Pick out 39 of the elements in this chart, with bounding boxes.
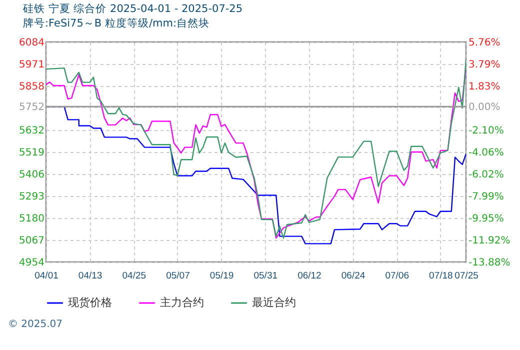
y-tick-label: 5858 [19, 82, 44, 92]
y-tick-label: 4954 [19, 258, 44, 268]
y2-tick-label: -13.88% [468, 258, 510, 268]
legend-label: 现货价格 [68, 296, 112, 309]
x-tick-label: 05/07 [166, 270, 190, 282]
y-tick-label: 5752 [19, 102, 44, 114]
x-tick-label: 05/19 [210, 270, 234, 282]
y2-tick-label: 5.76% [468, 38, 500, 48]
x-tick-label: 05/31 [254, 270, 278, 282]
x-tick-label: 06/12 [298, 270, 322, 282]
y2-tick-label: -7.99% [468, 192, 504, 203]
y2-tick-label: -9.95% [468, 213, 504, 224]
chart-title: 硅铁 宁夏 综合价 2025-04-01 - 2025-07-25 [22, 2, 243, 15]
x-tick-label: 06/24 [341, 270, 366, 282]
y2-tick-label: -11.92% [468, 236, 510, 247]
y-tick-label: 5067 [19, 236, 44, 246]
y2-tick-label: -6.02% [468, 169, 504, 180]
chart-subtitle: 牌号:FeSi75～B 粒度等级/mm:自然块 [23, 16, 210, 30]
y-tick-label: 5293 [19, 192, 44, 202]
x-tick-label: 04/25 [122, 270, 146, 282]
x-tick-label: 07/06 [385, 270, 409, 282]
y-tick-label: 6084 [19, 38, 44, 48]
y2-tick-label: 3.79% [468, 60, 500, 71]
y2-tick-label: -4.06% [468, 148, 504, 158]
y-tick-label: 5406 [19, 170, 44, 180]
x-tick-label: 07/18 [429, 270, 453, 282]
x-tick-label: 04/01 [34, 270, 58, 282]
y-tick-label: 5971 [19, 60, 44, 70]
y-tick-label: 5519 [19, 148, 44, 158]
legend-label: 最近合约 [252, 296, 296, 309]
x-tick-label: 04/13 [78, 270, 102, 282]
text: © 2025.07 [8, 319, 63, 330]
y-tick-label: 5180 [19, 214, 44, 224]
y2-tick-label: -2.10% [468, 126, 504, 137]
y2-tick-label: 0.00% [468, 102, 500, 114]
x-tick-label: 07/25 [454, 270, 478, 282]
legend-label: 主力合约 [160, 296, 204, 309]
y2-tick-label: 1.83% [468, 82, 500, 93]
y-tick-label: 5632 [19, 126, 44, 136]
